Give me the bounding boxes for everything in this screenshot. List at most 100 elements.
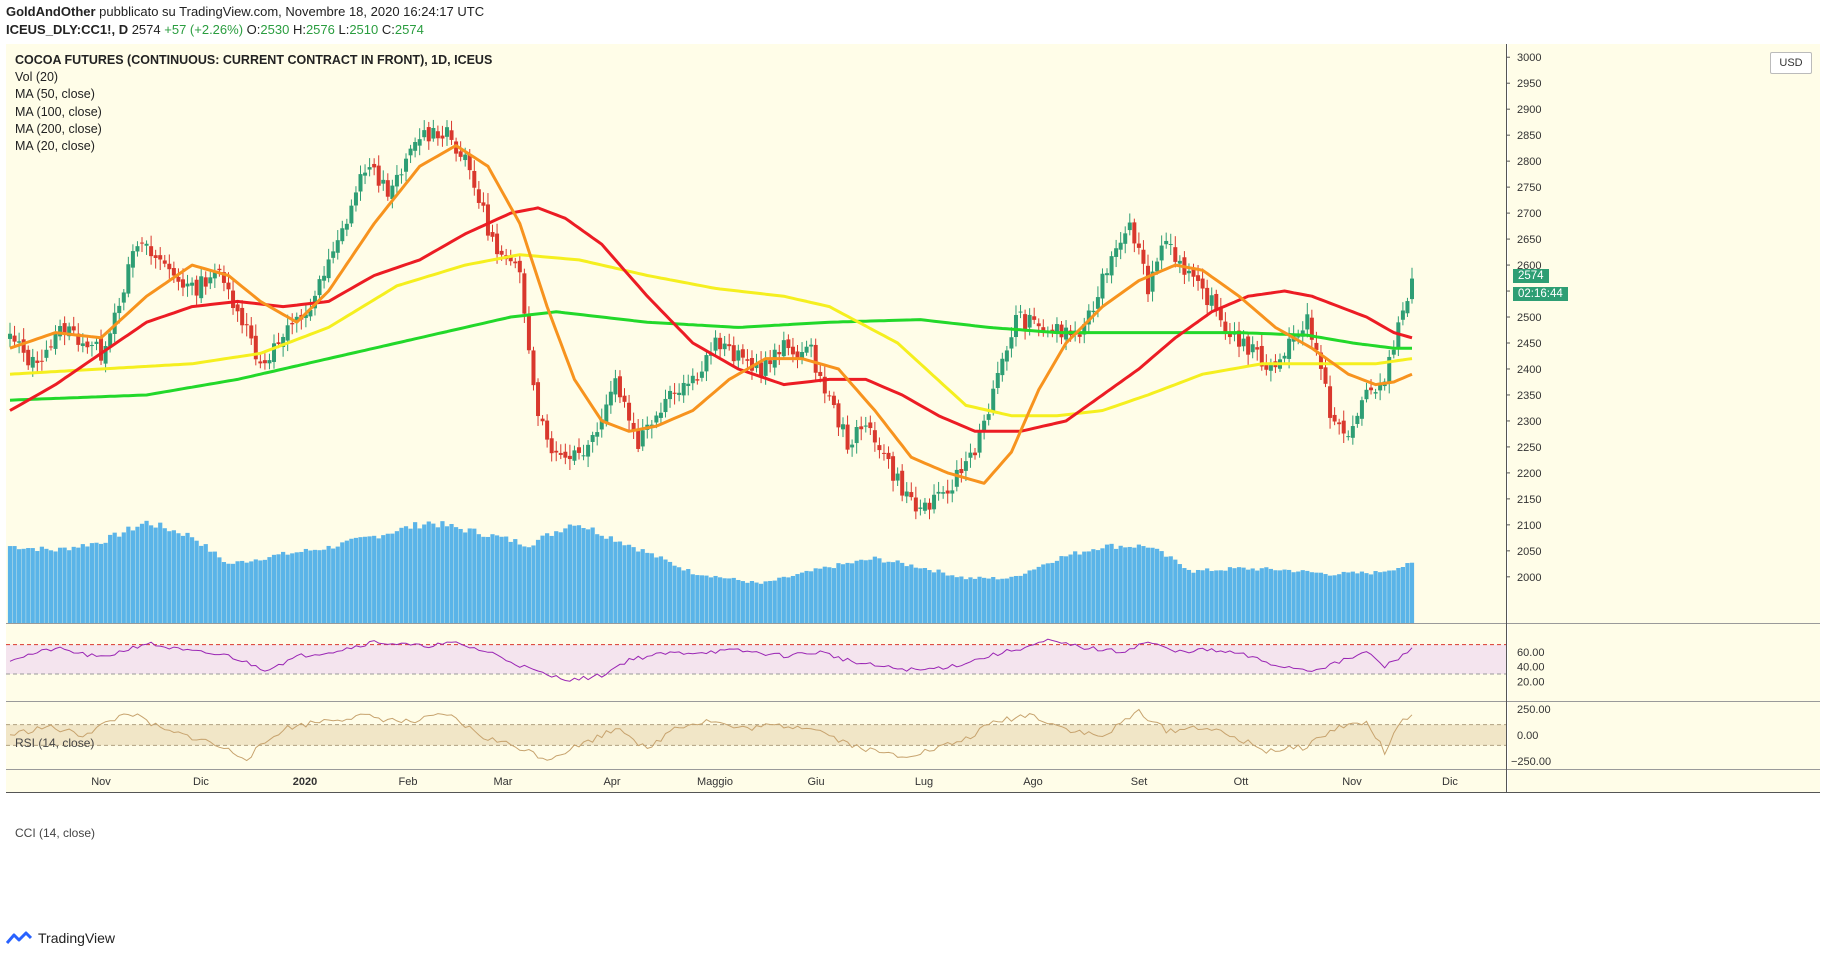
volume-bar <box>827 567 832 623</box>
candle-down <box>1032 316 1037 320</box>
volume-bar <box>740 581 745 623</box>
volume-bar <box>144 520 149 623</box>
candle-up <box>1159 245 1164 261</box>
candle-up <box>1209 295 1214 306</box>
volume-bar <box>795 574 800 623</box>
legend-ma50[interactable]: MA (50, close) <box>15 87 95 102</box>
volume-bar <box>1073 551 1078 623</box>
candle-up <box>781 340 786 357</box>
volume-bar <box>508 541 513 623</box>
volume-bar <box>240 560 245 623</box>
candle-up <box>444 127 449 137</box>
volume-bar <box>1332 575 1337 623</box>
author-name[interactable]: GoldAndOther <box>6 4 96 19</box>
candle-up <box>272 343 277 362</box>
volume-bar <box>1268 568 1273 623</box>
volume-bar <box>604 538 609 623</box>
candle-up <box>800 352 805 358</box>
volume-bar <box>1095 550 1101 623</box>
price-tick-label: 2000 <box>1517 572 1541 584</box>
candle-up <box>586 444 591 457</box>
volume-bar <box>1359 571 1365 623</box>
time-tick-label: Dic <box>1442 776 1458 788</box>
volume-bar <box>12 546 17 623</box>
chart-canvas[interactable]: 2000 2050 2100 2150 2200 2250 2300 2350 2400 2450… <box>6 44 1820 917</box>
candle-up <box>404 158 409 172</box>
ma20-line <box>9 144 1413 485</box>
volume-bar <box>658 556 664 623</box>
volume-bar <box>1004 578 1009 623</box>
candle-up <box>954 469 959 487</box>
candle-down <box>203 277 208 287</box>
volume-bar <box>1232 568 1237 623</box>
volume-bar <box>690 574 695 623</box>
volume-bar <box>663 559 668 623</box>
footer-brand[interactable]: TradingView <box>6 926 115 950</box>
volume-bar <box>931 572 937 623</box>
legend-ma100[interactable]: MA (100, close) <box>15 104 102 119</box>
volume-bar <box>285 554 290 623</box>
candle-up <box>1114 248 1119 257</box>
volume-bar <box>312 549 318 623</box>
volume-bar <box>1154 548 1160 623</box>
time-tick-label: Lug <box>915 776 933 788</box>
legend-ma20[interactable]: MA (20, close) <box>15 139 95 154</box>
volume-bar <box>1032 569 1037 623</box>
volume-bar <box>1255 570 1260 623</box>
volume-bar <box>1227 567 1233 623</box>
volume-bar <box>1400 566 1405 623</box>
volume-bar <box>1259 568 1264 623</box>
volume-bar <box>936 569 941 623</box>
candle-down <box>176 276 181 282</box>
candle-down <box>21 339 26 353</box>
candle-down <box>1259 345 1264 367</box>
candle-down <box>372 163 377 168</box>
volume-bar <box>758 583 764 623</box>
currency-button[interactable]: USD <box>1770 52 1812 74</box>
candle-down <box>567 455 572 460</box>
candle-down <box>1132 222 1137 244</box>
candle-up <box>390 185 395 200</box>
candle-down <box>909 492 914 498</box>
candle-down <box>162 260 167 264</box>
volume-bar <box>194 540 199 623</box>
volume-bar <box>39 546 44 623</box>
candle-up <box>595 432 600 437</box>
high-value: 2576 <box>305 22 335 37</box>
candle-down <box>35 360 40 363</box>
legend-volume[interactable]: Vol (20) <box>15 70 59 85</box>
candle-down <box>426 127 431 142</box>
volume-bar <box>1364 573 1369 623</box>
candle-down <box>886 452 891 460</box>
candle-down <box>881 452 886 454</box>
volume-bar <box>208 551 213 623</box>
volume-bar <box>481 536 486 623</box>
legend-ma200[interactable]: MA (200, close) <box>15 121 102 136</box>
candle-down <box>558 452 563 455</box>
candle-up <box>581 455 586 457</box>
volume-bar <box>950 575 955 623</box>
candle-up <box>1127 222 1132 231</box>
rsi-label[interactable]: RSI (14, close) <box>15 736 95 750</box>
volume-bar <box>1214 570 1219 623</box>
volume-bar <box>17 549 22 623</box>
volume-bar <box>968 577 973 623</box>
candle-up <box>17 341 22 343</box>
cci-label[interactable]: CCI (14, close) <box>15 826 96 840</box>
volume-bar <box>1186 569 1192 623</box>
candle-down <box>627 402 632 421</box>
volume-bar <box>372 535 377 623</box>
candle-down <box>872 430 877 443</box>
volume-bar <box>422 524 427 623</box>
candle-up <box>308 309 313 317</box>
candle-down <box>1309 317 1314 340</box>
candle-up <box>904 491 909 497</box>
candle-up <box>850 444 855 448</box>
volume-bar <box>171 530 176 623</box>
volume-bar <box>1091 549 1096 623</box>
candle-up <box>1105 273 1110 276</box>
candle-down <box>813 344 818 373</box>
candle-up <box>1004 350 1009 362</box>
candle-up <box>681 382 686 396</box>
volume-bar <box>1168 556 1173 623</box>
